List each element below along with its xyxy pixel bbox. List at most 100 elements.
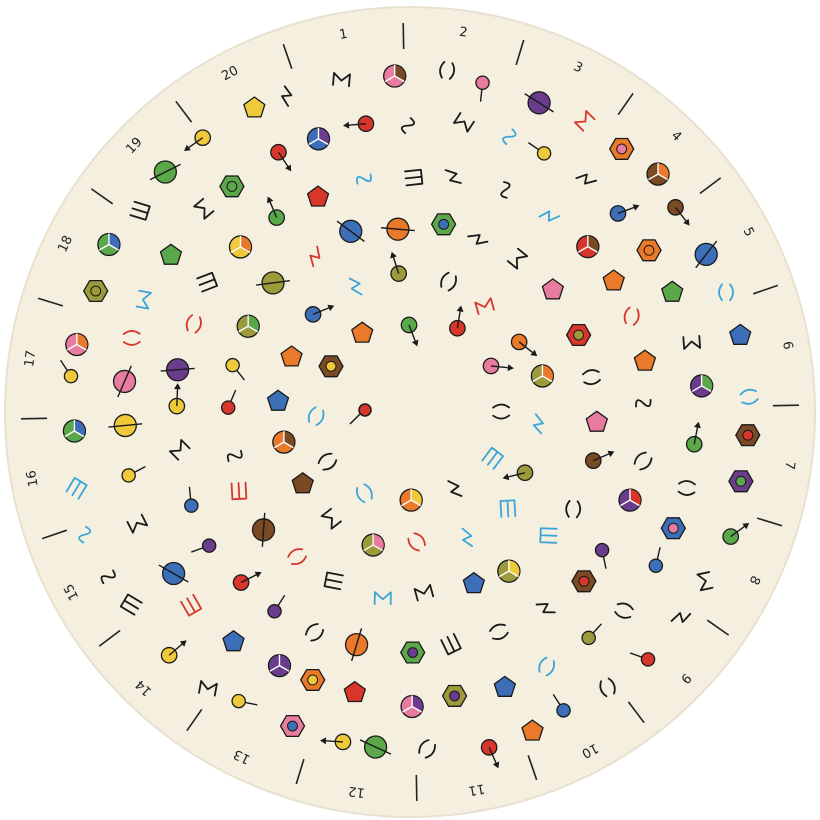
arrow-circle bbox=[168, 383, 186, 415]
tri-segment-circle bbox=[383, 64, 407, 88]
tri-segment-circle bbox=[399, 488, 423, 512]
comb-glyph bbox=[323, 571, 344, 591]
sigma-glyph bbox=[168, 439, 191, 461]
stick-circle bbox=[475, 75, 490, 102]
arrow-circle bbox=[270, 143, 292, 172]
pentagon-glyph bbox=[541, 278, 565, 300]
sector-tick bbox=[706, 619, 730, 636]
tri-segment-circle bbox=[361, 533, 385, 557]
bracket-glyph bbox=[718, 283, 734, 302]
pentagon-glyph bbox=[661, 280, 684, 302]
hexagon-glyph bbox=[299, 668, 326, 691]
hexagon-glyph bbox=[728, 470, 754, 493]
sigma-glyph bbox=[198, 680, 218, 697]
bracket-glyph bbox=[633, 451, 653, 471]
crossed-circle bbox=[359, 735, 392, 759]
sigma-glyph bbox=[135, 289, 153, 310]
tri-segment-circle bbox=[65, 332, 89, 357]
zigzag-glyph bbox=[348, 277, 363, 296]
pentagon-glyph bbox=[462, 571, 486, 594]
tri-segment-circle bbox=[267, 653, 292, 678]
sector-label: 13 bbox=[231, 746, 252, 767]
bracket-glyph bbox=[307, 406, 325, 427]
comb-glyph bbox=[180, 593, 203, 617]
arrow-circle bbox=[609, 204, 640, 222]
zigzag-glyph bbox=[309, 245, 321, 268]
sector-ticks bbox=[21, 23, 799, 801]
sector-tick bbox=[175, 100, 193, 123]
hexagon-glyph bbox=[660, 517, 687, 540]
bracket-glyph bbox=[489, 623, 509, 640]
bracket-glyph bbox=[623, 306, 640, 326]
arrow-circle bbox=[584, 450, 615, 470]
tri-segment-circle bbox=[62, 419, 87, 443]
hexagon-glyph bbox=[279, 714, 306, 738]
hexagon-glyph bbox=[735, 424, 761, 447]
sector-label: 10 bbox=[579, 740, 601, 761]
hexagon-glyph bbox=[571, 570, 597, 593]
stick-circle bbox=[594, 542, 610, 569]
stick-circle bbox=[59, 359, 79, 384]
stick-circle bbox=[231, 693, 258, 709]
zigzag-glyph bbox=[532, 413, 544, 435]
stick-circle bbox=[552, 693, 571, 718]
bracket-glyph bbox=[582, 369, 601, 386]
pentagon-glyph bbox=[633, 349, 657, 371]
hexagon-glyph bbox=[565, 323, 592, 347]
arrow-circle bbox=[184, 129, 212, 151]
sector-label: 6 bbox=[779, 340, 795, 351]
sector-tick bbox=[752, 284, 779, 295]
sigma-glyph bbox=[682, 335, 702, 350]
crossed-circle bbox=[380, 217, 415, 241]
zigzag-glyph bbox=[444, 169, 462, 184]
bracket-glyph bbox=[599, 677, 616, 698]
bracket-glyph bbox=[122, 330, 141, 346]
tri-segment-circle bbox=[690, 374, 714, 398]
comb-glyph bbox=[65, 476, 88, 500]
tri-segment-circle bbox=[400, 694, 424, 719]
comb-glyph bbox=[119, 593, 143, 616]
tri-segment-circle bbox=[530, 364, 555, 388]
pentagon-glyph bbox=[243, 96, 266, 118]
bracket-glyph bbox=[614, 602, 634, 619]
stick-circle bbox=[629, 652, 656, 667]
hexagon-glyph bbox=[608, 137, 635, 160]
arrow-circle bbox=[390, 251, 408, 282]
pentagon-glyph bbox=[291, 471, 314, 494]
squiggle-glyph bbox=[226, 449, 243, 463]
sector-label: 20 bbox=[219, 63, 241, 84]
sigma-glyph bbox=[373, 591, 392, 606]
sector-tick bbox=[90, 188, 114, 205]
comb-glyph bbox=[196, 271, 218, 293]
pentagon-glyph bbox=[602, 269, 625, 291]
stick-circle bbox=[267, 594, 286, 619]
arrow-circle bbox=[667, 199, 690, 226]
bracket-glyph bbox=[677, 480, 696, 496]
tri-segment-circle bbox=[97, 232, 121, 257]
tri-segment-circle bbox=[646, 162, 670, 186]
sector-tick bbox=[41, 529, 68, 540]
sector-tick bbox=[282, 43, 293, 70]
arrow-circle bbox=[722, 523, 750, 545]
comb-glyph bbox=[404, 168, 424, 187]
tri-segment-circle bbox=[272, 430, 296, 454]
zigzag-glyph bbox=[538, 210, 561, 222]
crossed-circle bbox=[524, 91, 554, 115]
squiggle-glyph bbox=[502, 128, 517, 146]
tri-segment-circle bbox=[618, 488, 642, 512]
sector-tick bbox=[98, 629, 121, 647]
tri-segment-circle bbox=[236, 314, 260, 338]
sector-label: 11 bbox=[467, 780, 486, 798]
comb-glyph bbox=[230, 481, 248, 501]
hexagon-glyph bbox=[441, 684, 468, 707]
sector-tick bbox=[756, 517, 783, 527]
hexagon-glyph bbox=[430, 213, 457, 236]
squiggle-glyph bbox=[500, 181, 511, 199]
zigzag-glyph bbox=[447, 480, 463, 497]
pentagon-glyph bbox=[493, 675, 517, 697]
bracket-glyph bbox=[739, 388, 759, 405]
arrow-circle bbox=[480, 739, 500, 769]
bracket-glyph bbox=[439, 60, 456, 80]
bracket-glyph bbox=[185, 314, 202, 334]
sigma-glyph bbox=[696, 571, 714, 592]
